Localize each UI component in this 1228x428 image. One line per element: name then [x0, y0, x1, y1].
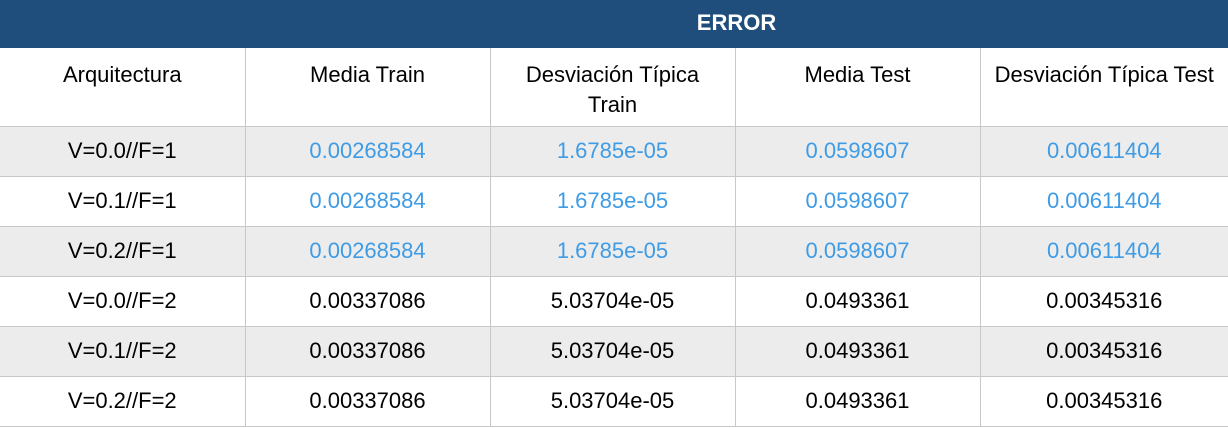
table-row: V=0.0//F=2 0.00337086 5.03704e-05 0.0493…	[0, 275, 1228, 327]
cell-media-test: 0.0493361	[734, 275, 981, 327]
cell-media-test: 0.0493361	[734, 375, 981, 427]
cell-desviacion-train: 5.03704e-05	[489, 325, 736, 377]
cell-media-test: 0.0598607	[734, 125, 981, 177]
cell-desviacion-test: 0.00345316	[979, 275, 1228, 327]
cell-media-test: 0.0598607	[734, 225, 981, 277]
header-arquitectura: Arquitectura	[0, 47, 246, 127]
cell-desviacion-test: 0.00345316	[979, 375, 1228, 427]
cell-media-test: 0.0493361	[734, 325, 981, 377]
header-desviacion-train: Desviación Típica Train	[489, 47, 736, 127]
table-row: V=0.1//F=2 0.00337086 5.03704e-05 0.0493…	[0, 325, 1228, 377]
table-row: V=0.2//F=1 0.00268584 1.6785e-05 0.05986…	[0, 225, 1228, 277]
header-media-train: Media Train	[244, 47, 491, 127]
header-row: Arquitectura Media Train Desviación Típi…	[0, 47, 1228, 127]
cell-media-test: 0.0598607	[734, 175, 981, 227]
title-row: ERROR	[0, 0, 1228, 48]
cell-arquitectura: V=0.2//F=2	[0, 375, 246, 427]
cell-desviacion-train: 5.03704e-05	[489, 275, 736, 327]
table-row: V=0.0//F=1 0.00268584 1.6785e-05 0.05986…	[0, 125, 1228, 177]
header-media-test: Media Test	[734, 47, 981, 127]
table-title: ERROR	[0, 0, 1228, 48]
cell-desviacion-test: 0.00611404	[979, 225, 1228, 277]
cell-desviacion-test: 0.00611404	[979, 175, 1228, 227]
cell-desviacion-test: 0.00345316	[979, 325, 1228, 377]
cell-media-train: 0.00268584	[244, 125, 491, 177]
cell-media-train: 0.00268584	[244, 225, 491, 277]
table-row: V=0.2//F=2 0.00337086 5.03704e-05 0.0493…	[0, 375, 1228, 427]
cell-arquitectura: V=0.1//F=2	[0, 325, 246, 377]
cell-desviacion-train: 1.6785e-05	[489, 225, 736, 277]
cell-arquitectura: V=0.0//F=2	[0, 275, 246, 327]
cell-media-train: 0.00337086	[244, 325, 491, 377]
cell-arquitectura: V=0.1//F=1	[0, 175, 246, 227]
cell-desviacion-train: 1.6785e-05	[489, 175, 736, 227]
cell-media-train: 0.00268584	[244, 175, 491, 227]
table-row: V=0.1//F=1 0.00268584 1.6785e-05 0.05986…	[0, 175, 1228, 227]
cell-desviacion-test: 0.00611404	[979, 125, 1228, 177]
cell-media-train: 0.00337086	[244, 375, 491, 427]
header-desviacion-test: Desviación Típica Test	[979, 47, 1228, 127]
cell-arquitectura: V=0.0//F=1	[0, 125, 246, 177]
cell-arquitectura: V=0.2//F=1	[0, 225, 246, 277]
cell-desviacion-train: 1.6785e-05	[489, 125, 736, 177]
cell-desviacion-train: 5.03704e-05	[489, 375, 736, 427]
cell-media-train: 0.00337086	[244, 275, 491, 327]
